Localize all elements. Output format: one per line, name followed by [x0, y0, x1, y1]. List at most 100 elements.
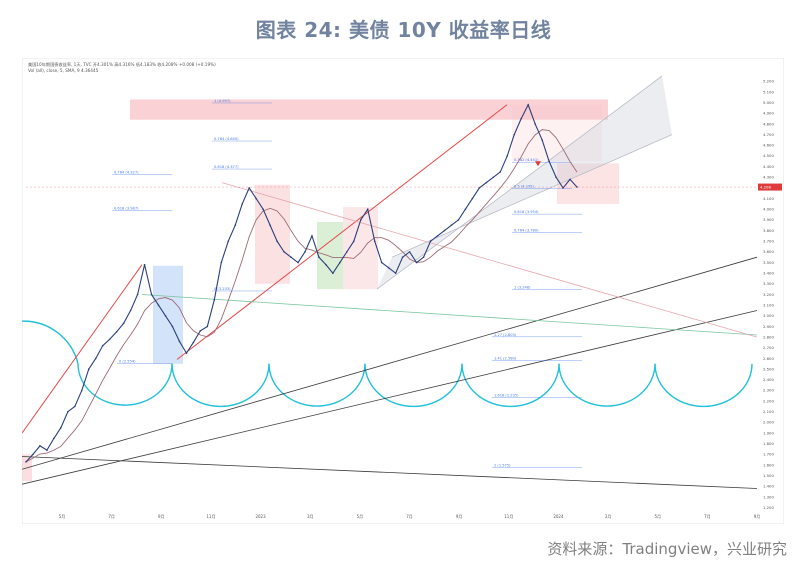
- yield-point: [457, 219, 460, 221]
- price-layer: [25, 103, 578, 463]
- zones-layer: [22, 76, 672, 482]
- yield-point: [366, 208, 369, 211]
- yield-point: [199, 329, 202, 332]
- yield-point: [276, 240, 278, 243]
- yield-point: [192, 341, 195, 344]
- support-line-3: [21, 456, 758, 489]
- y-tick-label: 1.600: [763, 462, 774, 467]
- y-tick-label: 3.300: [763, 281, 774, 286]
- y-tick-label: 4.400: [763, 164, 774, 169]
- yield-point: [464, 208, 467, 211]
- y-tick-label: 4.300: [763, 175, 774, 180]
- current-price-label: 4.208: [760, 184, 771, 189]
- y-tick-label: 3.900: [763, 217, 774, 222]
- cycle-arc: [268, 363, 366, 407]
- yield-point: [255, 197, 257, 200]
- fib-level-label: 1 (3.248): [514, 285, 531, 289]
- y-tick-label: 3.800: [763, 228, 774, 233]
- chart-frame: 1 (4.997) 0.764 (4.640) 0.618 (4.377) 0.764…: [21, 57, 785, 525]
- y-tick-label: 4.900: [763, 111, 774, 116]
- yield-point: [213, 299, 216, 301]
- yield-point: [520, 117, 523, 120]
- yield-point: [185, 352, 188, 354]
- red-zone-4: [512, 104, 602, 162]
- x-tick-label: 7月: [406, 514, 413, 519]
- yield-point: [115, 331, 118, 333]
- yield-point: [67, 410, 69, 413]
- yield-point: [422, 256, 425, 258]
- chart-header-line2: Vol (all), close, 5, SMA, 9 4.36445: [28, 68, 99, 73]
- green-line: [141, 294, 758, 336]
- x-tick-label: 5月: [357, 514, 364, 519]
- y-tick-label: 4.600: [763, 143, 774, 148]
- y-tick-label: 2.900: [763, 324, 774, 329]
- green-zone: [317, 222, 343, 290]
- y-tick-label: 2.500: [763, 366, 774, 371]
- cycle-arc: [21, 320, 79, 364]
- y-tick-label: 2.400: [763, 377, 774, 382]
- yield-point: [353, 240, 355, 243]
- price-channel-fill: [377, 76, 672, 290]
- y-tick-label: 1.300: [763, 494, 774, 499]
- cycle-arc: [77, 363, 173, 406]
- fib-level-label: 0.764 (4.327): [114, 170, 139, 174]
- x-tick-label: 3月: [307, 514, 314, 519]
- yield-point: [408, 251, 411, 253]
- y-tick-label: 3.200: [763, 292, 774, 297]
- y-tick-label: 1.900: [763, 430, 774, 435]
- yield-point: [562, 187, 564, 189]
- yield-point: [359, 219, 362, 221]
- yield-point: [436, 235, 439, 237]
- trend-line-red-1: [21, 264, 143, 434]
- resistance-zone: [130, 99, 608, 120]
- moving-average-layer: [25, 129, 578, 463]
- yield-point: [234, 224, 237, 227]
- yield-point: [311, 235, 313, 237]
- fib-level-label: 0.618 (3.954): [514, 210, 539, 214]
- yield-chart[interactable]: 1 (4.997) 0.764 (4.640) 0.618 (4.377) 0.764…: [21, 57, 785, 525]
- fib-level-label: 1.27 (2.803): [494, 333, 517, 337]
- fib-level-label: 0.618 (4.377): [214, 165, 239, 169]
- yield-point: [443, 229, 446, 232]
- yield-point: [108, 338, 111, 341]
- fib-level-label: 0.5 (4.195): [514, 184, 535, 188]
- y-tick-label: 5.200: [763, 79, 774, 84]
- fib-level-label: 2 (1.575): [494, 464, 511, 468]
- trend-line-red-2: [176, 104, 508, 360]
- cycle-arcs-layer: [21, 320, 753, 408]
- yield-point: [150, 293, 153, 296]
- y-tick-label: 4.700: [763, 132, 774, 137]
- yield-point: [394, 272, 397, 274]
- yield-point: [227, 240, 230, 243]
- x-tick-label: 2023: [255, 514, 266, 519]
- yield-point: [555, 176, 557, 179]
- yield-point: [304, 251, 306, 253]
- y-tick-label: 5.100: [763, 89, 774, 94]
- yield-line: [25, 103, 578, 463]
- source-note: 资料来源：Tradingview，兴业研究: [547, 540, 787, 558]
- y-tick-label: 1.500: [763, 473, 774, 478]
- yield-point: [46, 449, 48, 451]
- yield-point: [527, 103, 529, 106]
- chart-header-line1: 美国10年期国债收益率, 1天, TVC 开4.301% 高4.316% 低4.…: [28, 61, 216, 68]
- yield-point: [206, 325, 209, 328]
- yield-point: [136, 293, 139, 296]
- y-tick-label: 2.100: [763, 409, 774, 414]
- yield-point: [569, 178, 571, 181]
- yield-point: [478, 187, 481, 189]
- yield-point: [290, 256, 292, 258]
- yield-point: [429, 240, 432, 243]
- yield-point: [60, 426, 62, 429]
- yield-point: [380, 261, 383, 264]
- fib-level-label: 0.382 (4.441): [514, 158, 539, 162]
- x-tick-label: 9月: [754, 514, 761, 519]
- yield-point: [283, 251, 285, 253]
- red-zone-1: [255, 184, 290, 284]
- red-zone-3: [557, 163, 619, 204]
- moving-average-line: [25, 129, 578, 463]
- yield-point: [53, 437, 55, 440]
- yield-point: [548, 160, 550, 163]
- x-tick-label: 5月: [654, 514, 661, 519]
- y-tick-label: 1.400: [763, 484, 774, 489]
- fib-level-label: 0 (3.233): [214, 287, 231, 291]
